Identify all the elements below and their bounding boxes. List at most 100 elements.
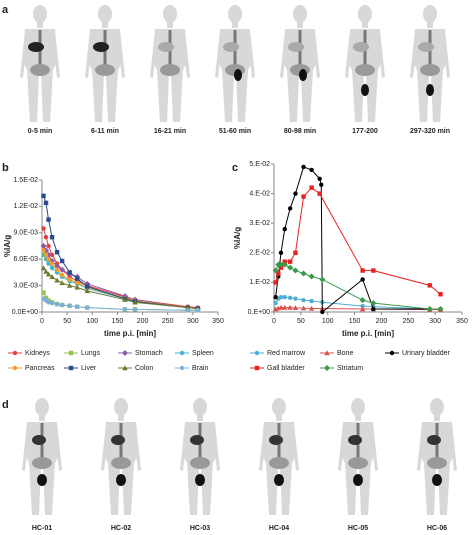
- marker: [49, 301, 55, 306]
- y-tick-label: 1.2E-02: [13, 203, 38, 210]
- marker: [287, 295, 293, 300]
- marker: [273, 300, 278, 306]
- marker: [43, 295, 49, 301]
- marker: [282, 295, 287, 300]
- marker: [287, 259, 293, 264]
- marker: [46, 217, 51, 222]
- marker: [371, 268, 376, 273]
- organ: [223, 42, 239, 52]
- marker: [317, 191, 322, 196]
- subject-label: HC-04: [269, 525, 289, 532]
- subject-label: HC-03: [190, 525, 210, 532]
- marker: [281, 261, 288, 268]
- x-tick-label: 350: [456, 318, 468, 325]
- y-tick-label: 1.5E-02: [13, 177, 38, 184]
- marker: [132, 307, 138, 312]
- marker: [49, 274, 55, 279]
- series-line: [275, 166, 441, 314]
- panel-label: c: [232, 162, 238, 174]
- x-tick-label: 200: [137, 318, 149, 325]
- marker: [426, 306, 433, 313]
- x-tick-label: 50: [297, 318, 305, 325]
- organ: [195, 474, 205, 486]
- marker: [132, 299, 138, 305]
- marker: [41, 193, 46, 199]
- legend-label: Lungs: [81, 350, 101, 357]
- y-axis-label: %IA/g: [3, 235, 12, 257]
- x-tick-label: 300: [429, 318, 441, 325]
- marker: [371, 306, 376, 312]
- marker: [122, 307, 128, 312]
- marker: [324, 350, 330, 356]
- x-tick-label: 50: [63, 318, 71, 325]
- marker: [59, 302, 65, 308]
- organ: [426, 84, 434, 96]
- marker: [282, 304, 288, 310]
- marker: [54, 301, 60, 307]
- marker: [273, 280, 278, 285]
- marker: [43, 268, 49, 274]
- marker: [185, 308, 191, 313]
- y-tick-label: 9.0E-03: [13, 230, 38, 237]
- marker: [293, 296, 298, 301]
- y-tick-label: 3.0E-03: [13, 282, 38, 289]
- marker: [277, 261, 284, 268]
- marker: [40, 265, 47, 271]
- marker: [389, 350, 395, 356]
- marker: [319, 276, 326, 283]
- organ: [299, 69, 307, 81]
- marker: [273, 295, 278, 300]
- marker: [43, 200, 49, 206]
- marker: [46, 243, 51, 249]
- marker: [278, 250, 284, 255]
- marker: [49, 235, 55, 240]
- legend-label: Pancreas: [25, 365, 55, 372]
- legend-label: Spleen: [192, 350, 214, 357]
- marker: [195, 308, 201, 313]
- organ: [361, 84, 369, 96]
- marker: [68, 350, 74, 356]
- marker: [43, 235, 49, 240]
- marker: [276, 271, 281, 276]
- marker: [41, 226, 46, 231]
- marker: [75, 276, 80, 281]
- pet-image: [85, 5, 125, 122]
- x-tick-label: 200: [376, 318, 388, 325]
- organ: [418, 42, 434, 52]
- marker: [287, 206, 293, 211]
- pet-image: [215, 5, 255, 122]
- legend-label: Brain: [192, 365, 208, 372]
- marker: [66, 282, 73, 288]
- timepoint-label: 80-98 min: [284, 128, 316, 135]
- marker: [370, 300, 377, 307]
- marker: [59, 266, 66, 273]
- marker: [49, 261, 55, 266]
- marker: [293, 191, 298, 196]
- marker: [84, 288, 90, 294]
- organ: [93, 42, 109, 52]
- marker: [59, 272, 65, 278]
- marker: [309, 185, 314, 190]
- marker: [59, 280, 65, 286]
- timepoint-label: 297-320 min: [410, 128, 450, 135]
- legend-label: Kidneys: [25, 350, 50, 357]
- organ: [234, 69, 242, 81]
- marker: [67, 303, 72, 309]
- marker: [46, 257, 51, 262]
- organ: [269, 435, 283, 445]
- series-line: [43, 254, 198, 309]
- y-tick-label: 0.E+00: [248, 309, 270, 316]
- subject-label: HC-06: [427, 525, 447, 532]
- timepoint-label: 51-60 min: [219, 128, 251, 135]
- organ: [348, 435, 362, 445]
- marker: [75, 304, 80, 309]
- marker: [49, 252, 55, 257]
- x-tick-label: 150: [349, 318, 361, 325]
- marker: [359, 297, 366, 304]
- legend-label: Stomach: [135, 350, 163, 357]
- marker: [54, 249, 60, 255]
- marker: [54, 267, 60, 272]
- pet-image: [150, 5, 190, 122]
- marker: [122, 296, 128, 302]
